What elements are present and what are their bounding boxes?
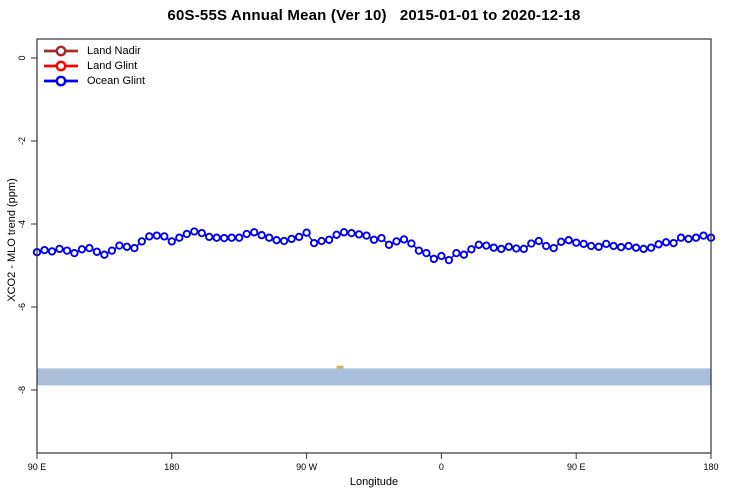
x-axis-ticks — [36, 453, 712, 459]
land-glint-marker-icon — [44, 60, 78, 71]
svg-text:-4: -4 — [17, 220, 27, 228]
stray-mark — [336, 365, 344, 369]
svg-text:180: 180 — [703, 462, 718, 472]
svg-text:-2: -2 — [17, 137, 27, 145]
legend-item-land-nadir: Land Nadir — [43, 44, 145, 57]
legend-label-land-nadir: Land Nadir — [87, 44, 141, 57]
svg-text:-6: -6 — [17, 303, 27, 311]
ocean-glint-marker-icon — [44, 75, 78, 86]
legend-item-ocean-glint: Ocean Glint — [43, 74, 145, 87]
legend: Land Nadir Land Glint Ocean Glint — [43, 44, 145, 87]
ocean-glint-series — [32, 227, 716, 265]
y-axis-title: XCO2 - MLO trend (ppm) — [6, 178, 18, 302]
x-axis-tick-labels: 90 E 180 90 W 0 90 E 180 — [28, 462, 719, 472]
svg-text:90 E: 90 E — [567, 462, 586, 472]
svg-text:-8: -8 — [17, 386, 27, 394]
legend-item-land-glint: Land Glint — [43, 59, 145, 72]
svg-text:90 E: 90 E — [28, 462, 47, 472]
plot-border — [36, 38, 712, 454]
highlight-band — [37, 368, 711, 386]
y-axis-tick-labels: 0 -2 -4 -6 -8 — [17, 55, 27, 394]
chart-title: 60S-55S Annual Mean (Ver 10) 2015-01-01 … — [167, 7, 581, 24]
land-nadir-marker-icon — [44, 45, 78, 56]
svg-text:90 W: 90 W — [296, 462, 318, 472]
svg-text:0: 0 — [17, 55, 27, 60]
legend-label-ocean-glint: Ocean Glint — [87, 74, 146, 87]
x-axis-title: Longitude — [349, 476, 399, 488]
svg-text:180: 180 — [164, 462, 179, 472]
y-axis-ticks — [31, 57, 37, 391]
svg-text:0: 0 — [439, 462, 444, 472]
legend-label-land-glint: Land Glint — [87, 59, 138, 72]
